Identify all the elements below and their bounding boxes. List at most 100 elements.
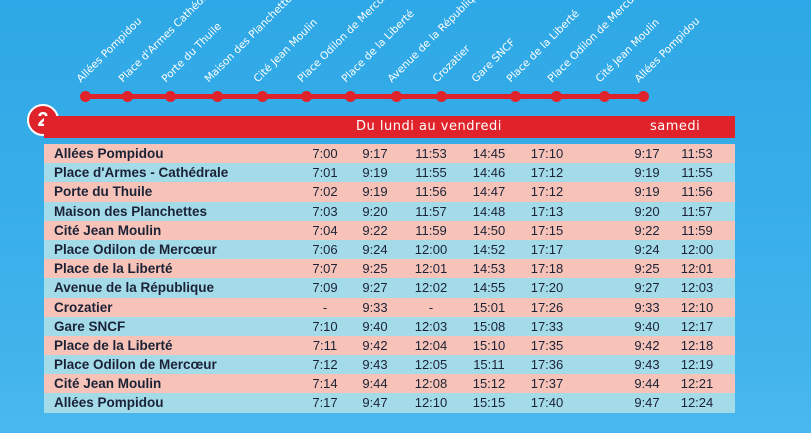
- saturday-time: 9:22: [634, 222, 660, 238]
- weekday-time: 7:17: [312, 395, 338, 411]
- weekday-time: 14:50: [472, 222, 506, 238]
- weekday-time: 7:14: [312, 376, 338, 392]
- saturday-time: 11:56: [681, 184, 713, 200]
- table-row: Avenue de la République 7:09 9:27 12:02 14:5…: [44, 278, 735, 298]
- weekday-time: 17:10: [530, 146, 564, 161]
- table-row: Place de la Liberté 7:07 9:25 12:01 14:53 17:…: [44, 259, 735, 279]
- stop-dot: [80, 91, 91, 102]
- weekday-time: -: [428, 299, 434, 315]
- weekday-time: 7:04: [312, 222, 338, 238]
- weekday-time: 7:01: [312, 165, 338, 181]
- stop-name: Cité Jean Moulin: [54, 376, 162, 392]
- saturday-time: 9:19: [634, 184, 660, 200]
- weekday-time: 9:20: [362, 203, 388, 219]
- weekday-time: 9:24: [362, 241, 388, 257]
- stop-dot: [510, 91, 521, 102]
- table-row: Porte du Thuile 7:02 9:19 11:56 14:47 17:12 9:…: [44, 182, 735, 202]
- saturday-time: 12:01: [680, 261, 714, 277]
- weekday-time: 14:52: [472, 241, 506, 257]
- stop-label: Crozatier: [430, 42, 473, 85]
- weekday-time: 7:06: [312, 241, 338, 257]
- stop-name: Gare SNCF: [54, 318, 126, 334]
- weekday-time: 12:08: [414, 376, 448, 392]
- weekday-time: 9:19: [362, 165, 388, 181]
- saturday-time: 11:55: [681, 165, 713, 181]
- weekday-time: 9:44: [362, 376, 388, 392]
- weekday-time: 14:55: [472, 280, 506, 296]
- weekday-time: 7:00: [312, 146, 338, 161]
- weekday-time: 17:12: [530, 165, 564, 181]
- table-row: Cité Jean Moulin 7:04 9:22 11:59 14:50 17:15 9…: [44, 220, 735, 240]
- weekday-time: 17:13: [530, 203, 564, 219]
- weekday-time: 17:18: [530, 261, 564, 277]
- weekday-time: 9:47: [362, 395, 388, 411]
- weekday-time: 9:40: [362, 318, 388, 334]
- weekday-time: 11:57: [415, 203, 447, 219]
- weekday-time: 11:56: [415, 184, 447, 200]
- stop-dot: [599, 91, 610, 102]
- weekday-time: 14:46: [472, 165, 506, 181]
- stop-name: Allées Pompidou: [54, 146, 164, 161]
- weekday-time: 17:40: [530, 395, 564, 411]
- saturday-time: 9:44: [634, 376, 660, 392]
- schedule-header: Du lundi au vendredi samedi: [44, 116, 735, 138]
- weekday-time: 14:47: [472, 184, 506, 200]
- table-row: Maison des Planchettes 7:03 9:20 11:57 14:48…: [44, 201, 735, 221]
- weekday-time: 7:12: [312, 357, 338, 373]
- weekday-time: 9:43: [362, 357, 388, 373]
- weekday-time: 15:15: [472, 395, 506, 411]
- weekday-time: 9:17: [362, 146, 388, 161]
- saturday-time: 9:40: [634, 318, 660, 334]
- stop-name: Place de la Liberté: [54, 337, 173, 353]
- saturday-time: 12:17: [680, 318, 714, 334]
- weekday-time: 17:15: [530, 222, 564, 238]
- saturday-time: 9:27: [634, 280, 660, 296]
- weekday-time: 12:10: [414, 395, 448, 411]
- table-row: Place de la Liberté 7:11 9:42 12:04 15:10 17:…: [44, 335, 735, 356]
- weekday-time: 7:09: [312, 280, 338, 296]
- saturday-time: 11:53: [681, 146, 713, 161]
- stop-dot: [345, 91, 356, 102]
- weekday-time: 15:08: [472, 318, 506, 334]
- weekday-time: 11:59: [415, 222, 447, 238]
- stop-name: Place d'Armes - Cathédrale: [54, 165, 229, 181]
- weekday-time: 14:48: [472, 203, 506, 219]
- weekday-time: 12:05: [414, 357, 448, 373]
- saturday-time: 9:42: [634, 337, 660, 353]
- stop-name: Avenue de la République: [54, 280, 215, 296]
- saturday-time: 9:33: [634, 299, 660, 315]
- stop-dot: [551, 91, 562, 102]
- weekday-time: 9:19: [362, 184, 388, 200]
- table-row: Cité Jean Moulin 7:14 9:44 12:08 15:12 17:37 9…: [44, 374, 735, 394]
- saturday-time: 12:18: [680, 337, 714, 353]
- stop-name: Place Odilon de Mercœur: [54, 357, 217, 373]
- saturday-time: 9:43: [634, 357, 660, 373]
- weekday-time: 17:26: [530, 299, 564, 315]
- saturday-time: 12:00: [680, 241, 714, 257]
- table-row: Place d'Armes - Cathédrale 7:01 9:19 11:55 1…: [44, 163, 735, 183]
- timetable: Allées Pompidou 7:00 9:17 11:53 14:45 17:10 9:…: [44, 144, 735, 413]
- weekday-time: 15:01: [472, 299, 506, 315]
- stop-name: Porte du Thuile: [54, 184, 153, 200]
- weekday-time: 9:27: [362, 280, 388, 296]
- weekday-time: 9:33: [362, 299, 388, 315]
- stop-dot: [165, 91, 176, 102]
- stop-name: Place de la Liberté: [54, 261, 173, 277]
- weekday-header: Du lundi au vendredi: [356, 119, 502, 134]
- weekday-time: 17:35: [530, 337, 564, 353]
- weekday-time: 9:42: [362, 337, 388, 353]
- table-row: Gare SNCF 7:10 9:40 12:03 15:08 17:33 9:40 12:1…: [44, 316, 735, 336]
- route-diagram: Allées Pompidou Place d'Armes Cathédrale P…: [0, 0, 811, 110]
- weekday-time: 14:53: [472, 261, 506, 277]
- stop-name: Allées Pompidou: [54, 395, 164, 411]
- saturday-time: 11:57: [681, 203, 713, 219]
- weekday-time: 17:33: [530, 318, 564, 334]
- stop-name: Cité Jean Moulin: [54, 222, 162, 238]
- saturday-time: 12:03: [680, 280, 714, 296]
- saturday-time: 12:24: [680, 395, 714, 411]
- stop-dot: [257, 91, 268, 102]
- table-row: Allées Pompidou 7:17 9:47 12:10 15:15 17:40 9:…: [44, 393, 735, 413]
- saturday-header: samedi: [650, 119, 701, 134]
- table-row: Crozatier - 9:33 - 15:01 17:26 9:33 12:10: [44, 297, 735, 317]
- saturday-time: 11:59: [681, 222, 713, 238]
